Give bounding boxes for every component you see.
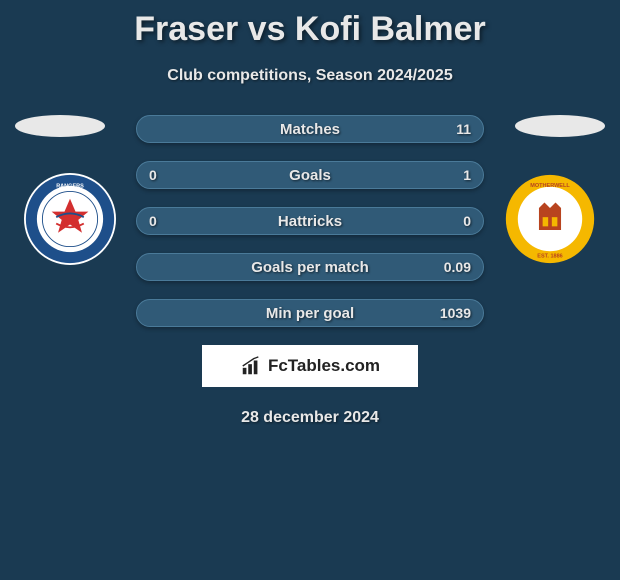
watermark-text: FcTables.com [268,356,380,376]
stat-label: Min per goal [266,305,354,322]
stat-row-goals-per-match: Goals per match 0.09 [136,253,484,281]
stat-right-value: 11 [456,121,471,137]
comparison-content: RANGERS MOTHERWELL EST. 1886 Matches 11 … [0,115,620,427]
stat-label: Matches [280,121,340,138]
stat-right-value: 0.09 [444,259,471,275]
stat-label: Goals [289,167,331,184]
stat-label: Hattricks [278,213,342,230]
stat-label: Goals per match [251,259,369,276]
stat-left-value: 0 [149,213,157,229]
stat-right-value: 0 [463,213,471,229]
stat-right-value: 1 [463,167,471,183]
stat-row-goals: 0 Goals 1 [136,161,484,189]
left-player-oval [15,115,105,137]
date-text: 28 december 2024 [0,409,620,427]
rangers-badge: RANGERS [24,173,116,265]
watermark: FcTables.com [202,345,418,387]
svg-text:RANGERS: RANGERS [56,184,84,190]
stat-row-matches: Matches 11 [136,115,484,143]
stat-row-min-per-goal: Min per goal 1039 [136,299,484,327]
stats-rows: Matches 11 0 Goals 1 0 Hattricks 0 Goals… [136,115,484,327]
stat-right-value: 1039 [440,305,471,321]
svg-text:EST. 1886: EST. 1886 [537,254,562,260]
stat-row-hattricks: 0 Hattricks 0 [136,207,484,235]
chart-icon [240,355,262,377]
right-player-oval [515,115,605,137]
stat-left-value: 0 [149,167,157,183]
subtitle: Club competitions, Season 2024/2025 [0,67,620,85]
motherwell-badge: MOTHERWELL EST. 1886 [504,173,596,265]
page-title: Fraser vs Kofi Balmer [0,0,620,49]
svg-text:MOTHERWELL: MOTHERWELL [530,183,570,189]
